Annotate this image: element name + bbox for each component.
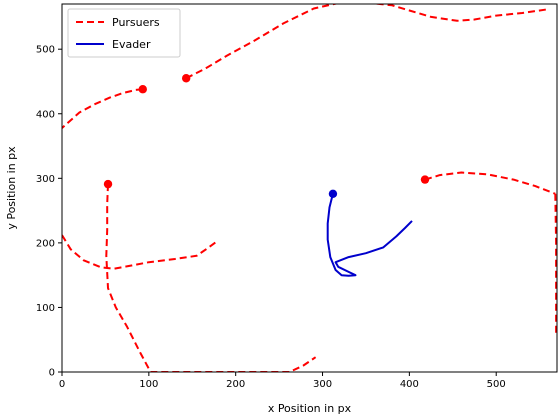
marker-layer xyxy=(103,74,430,199)
y-tick-label: 300 xyxy=(36,174,55,185)
y-tick-label: 100 xyxy=(36,303,55,314)
y-tick-label: 500 xyxy=(36,45,55,56)
x-tick-label: 400 xyxy=(400,379,419,390)
y-tick-label: 400 xyxy=(36,109,55,120)
x-tick-label: 0 xyxy=(59,379,65,390)
x-tick-label: 100 xyxy=(139,379,158,390)
pursuer-path-6 xyxy=(62,234,218,270)
x-axis-label: x Position in px xyxy=(268,402,352,415)
position-marker-1 xyxy=(138,85,147,94)
y-axis-ticks: 0 100 200 300 400 500 xyxy=(36,45,62,379)
x-tick-label: 200 xyxy=(226,379,245,390)
pursuer-path-2 xyxy=(185,4,549,80)
x-tick-label: 300 xyxy=(313,379,332,390)
legend-label-pursuers: Pursuers xyxy=(112,16,160,29)
pursuer-path-5 xyxy=(105,184,317,372)
legend: Pursuers Evader xyxy=(67,8,181,58)
position-marker-4 xyxy=(103,179,113,189)
pursuer-path-3 xyxy=(424,171,556,195)
position-marker-5 xyxy=(328,189,338,199)
pursuer-path-4 xyxy=(554,193,557,334)
y-tick-label: 0 xyxy=(49,368,55,379)
position-marker-3 xyxy=(420,175,430,184)
y-tick-label: 200 xyxy=(36,238,55,249)
legend-label-evader: Evader xyxy=(112,38,151,51)
y-axis-label: y Position in px xyxy=(5,146,18,230)
pursuer-path-1 xyxy=(62,88,143,129)
position-marker-2 xyxy=(181,74,191,83)
x-axis-ticks: 0 100 200 300 400 500 xyxy=(59,372,506,390)
x-tick-label: 500 xyxy=(487,379,506,390)
plot-frame xyxy=(61,3,558,373)
series-layer xyxy=(62,4,557,372)
evader-path xyxy=(326,193,413,277)
